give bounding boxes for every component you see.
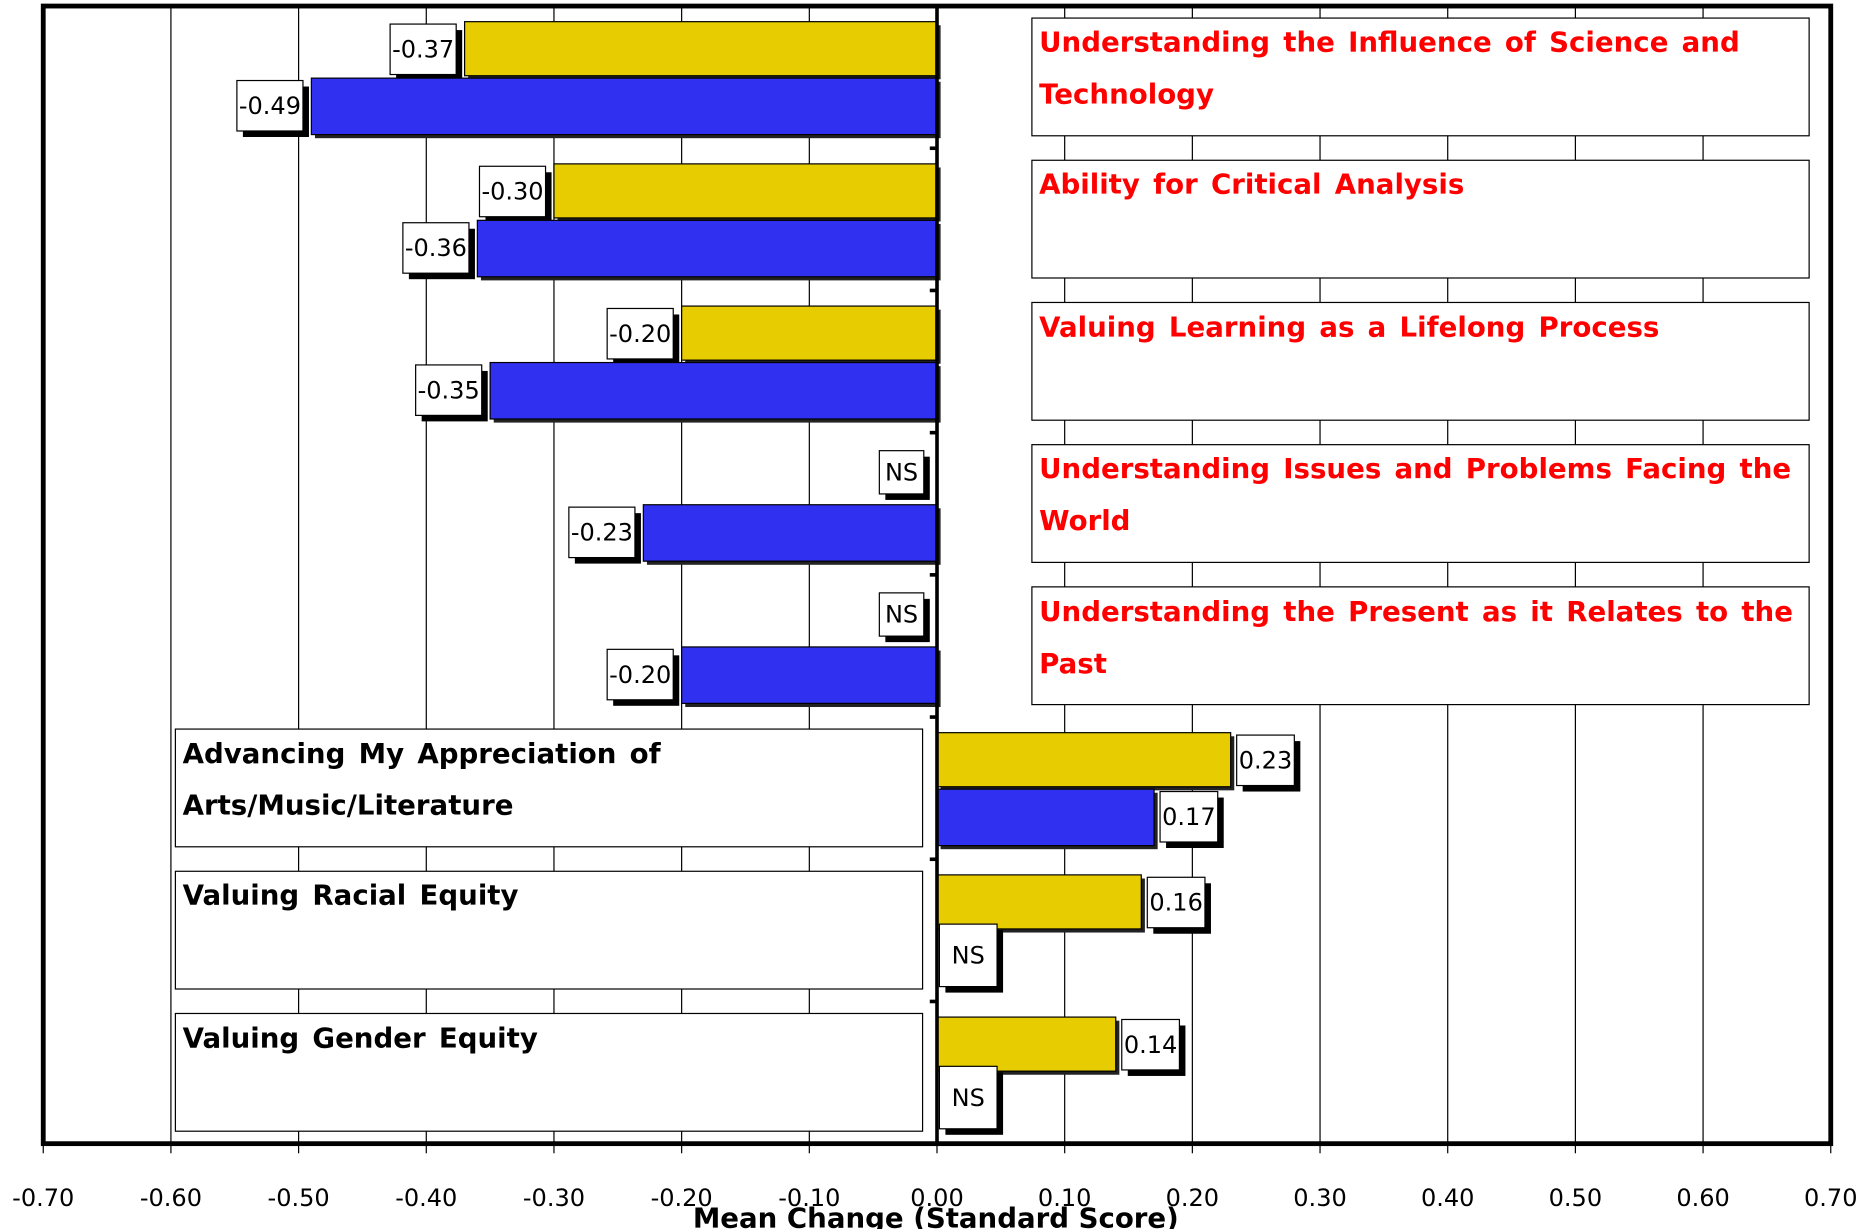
x-tick-label: -0.70 [12, 1184, 74, 1212]
label-box [878, 450, 925, 495]
category-box [1031, 159, 1810, 279]
category-label-wrap: Understanding the Present as it Relates … [1039, 596, 1793, 680]
label-box [606, 307, 674, 360]
band-tick [929, 573, 937, 577]
label-box [478, 165, 547, 218]
label-box [1121, 1018, 1181, 1071]
bar [463, 21, 938, 77]
value-label: 0.17 [1162, 803, 1215, 831]
value-label: NS [885, 601, 918, 629]
category-box [1031, 444, 1810, 563]
x-tick-label: -0.20 [651, 1184, 713, 1212]
plot-frame [40, 3, 1834, 1147]
category-label-wrap: Advancing My Appreciation of Arts/Music/… [182, 738, 661, 822]
value-label: NS [952, 942, 985, 970]
category-label-wrap: Valuing Learning as a Lifelong Process [1039, 312, 1660, 344]
x-tick-label: -0.10 [778, 1184, 840, 1212]
bar [936, 732, 1232, 788]
x-tick-label: 0.40 [1421, 1184, 1474, 1212]
bar [681, 305, 938, 361]
x-tick-label: 0.30 [1293, 1184, 1346, 1212]
band-tick [929, 715, 937, 719]
label-box [1159, 790, 1219, 843]
label-box [938, 923, 998, 988]
band-tick [929, 288, 937, 293]
label-box [415, 364, 483, 416]
category-label-wrap: Understanding the Influence of Science a… [1039, 27, 1740, 111]
value-label: -0.23 [571, 519, 633, 547]
x-tick-label: 0.50 [1549, 1184, 1602, 1212]
band-tick [929, 146, 937, 151]
bar [553, 163, 938, 219]
category-box [174, 1012, 924, 1132]
bar [936, 1016, 1117, 1072]
category-label: Understanding Issues and Problems Facing… [1039, 454, 1792, 538]
category-label: Understanding the Influence of Science a… [1039, 27, 1740, 111]
bar [936, 874, 1142, 930]
value-label: -0.36 [405, 234, 467, 262]
x-tick-label: 0.10 [1038, 1184, 1091, 1212]
x-tick-label: -0.50 [268, 1184, 330, 1212]
label-box [1146, 876, 1206, 929]
category-box [174, 870, 924, 990]
category-label-wrap: Understanding Issues and Problems Facing… [1039, 454, 1792, 538]
category-label: Valuing Gender Equity [182, 1023, 538, 1055]
category-label-wrap: Ability for Critical Analysis [1039, 169, 1465, 202]
value-label: -0.20 [609, 320, 671, 348]
value-label: 0.16 [1149, 889, 1202, 917]
label-box [1236, 734, 1295, 787]
x-tick-label: -0.60 [140, 1184, 202, 1212]
value-label: -0.37 [392, 35, 454, 63]
label-box [236, 79, 304, 132]
label-box [389, 23, 457, 76]
value-label: -0.35 [418, 376, 480, 404]
category-box [1031, 301, 1810, 421]
bar [476, 219, 938, 278]
category-label-wrap: Valuing Racial Equity [182, 880, 519, 913]
x-tick-label: 0.20 [1166, 1184, 1219, 1212]
category-box [1031, 17, 1810, 137]
value-label: NS [885, 458, 918, 486]
value-label: NS [952, 1084, 985, 1112]
label-box [568, 506, 636, 559]
x-tick-label: 0.60 [1676, 1184, 1729, 1212]
category-label: Understanding the Present as it Relates … [1039, 596, 1793, 680]
band-tick [929, 857, 937, 862]
band-tick [929, 999, 937, 1004]
category-label-wrap: Valuing Gender Equity [182, 1023, 538, 1055]
label-box [938, 1065, 998, 1130]
x-tick-label: -0.30 [523, 1184, 585, 1212]
category-label: Advancing My Appreciation of Arts/Music/… [182, 738, 661, 822]
value-label: -0.30 [481, 178, 543, 206]
value-label: -0.49 [239, 92, 301, 120]
bar [681, 646, 938, 704]
x-tick-label: 0.00 [910, 1184, 963, 1212]
category-label: Ability for Critical Analysis [1039, 169, 1465, 202]
label-box [878, 592, 925, 637]
bar [489, 361, 938, 420]
value-label: -0.20 [609, 661, 671, 689]
band-tick [929, 430, 937, 435]
label-box [402, 222, 470, 274]
x-axis-label: Mean Change (Standard Score) [693, 1201, 1179, 1229]
category-label: Valuing Racial Equity [182, 880, 519, 913]
value-label: 0.23 [1239, 747, 1292, 775]
bar [936, 788, 1155, 847]
category-box [1031, 586, 1810, 706]
category-label: Valuing Learning as a Lifelong Process [1039, 312, 1660, 344]
x-tick-label: -0.40 [395, 1184, 457, 1212]
category-box [174, 728, 924, 848]
bar [310, 77, 938, 136]
bar [642, 504, 938, 562]
label-box [606, 648, 674, 701]
value-label: 0.14 [1124, 1031, 1177, 1059]
x-tick-label: 0.70 [1804, 1184, 1857, 1212]
